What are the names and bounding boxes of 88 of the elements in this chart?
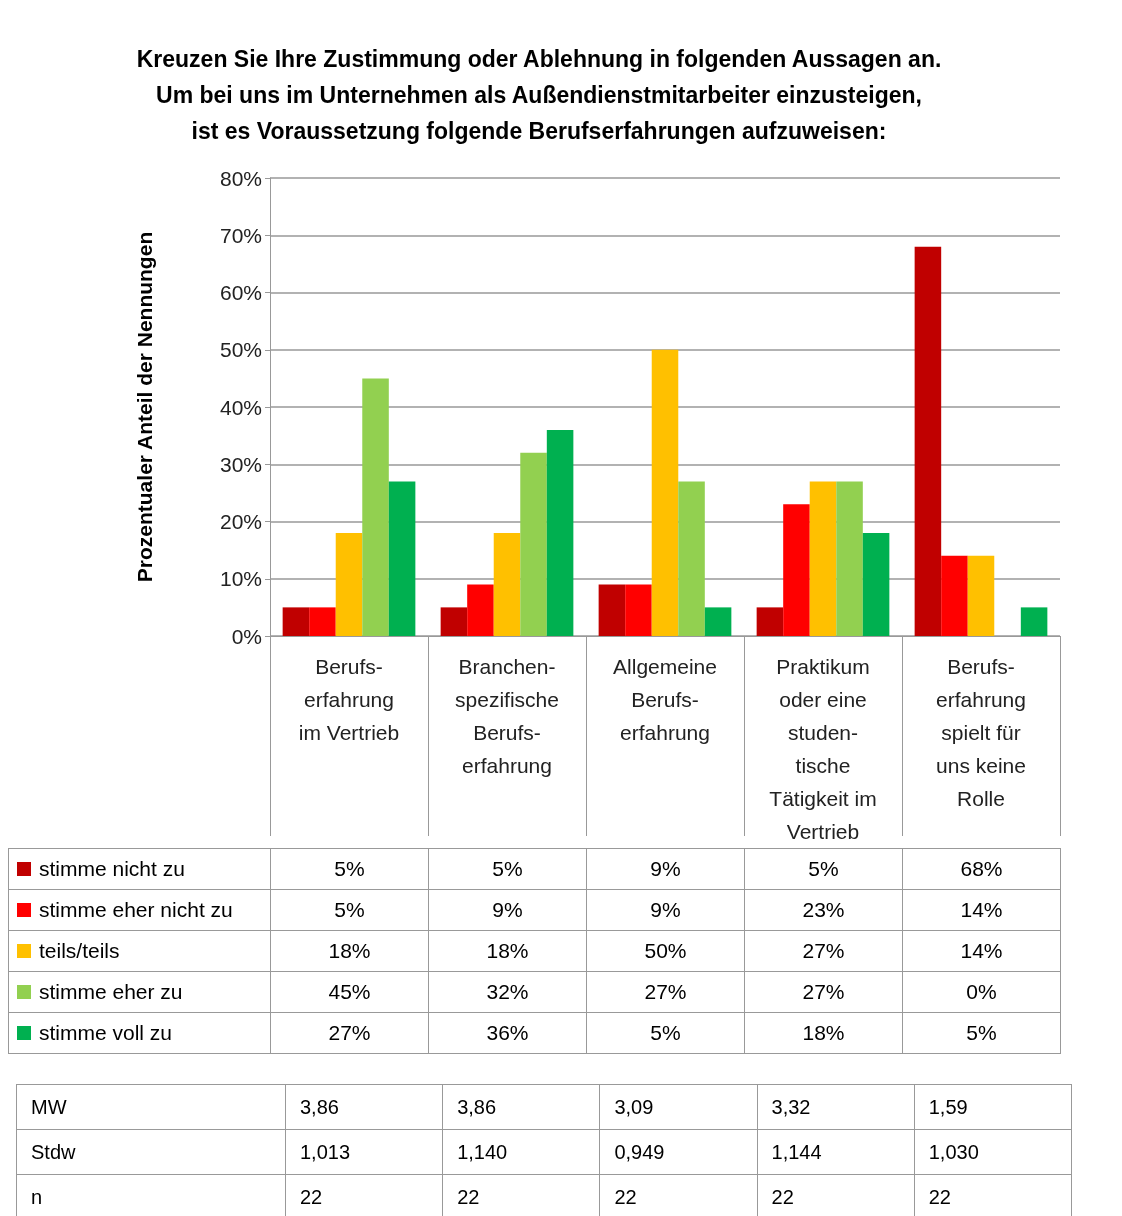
data-label: 23% xyxy=(744,889,903,931)
data-label: 45% xyxy=(270,971,429,1013)
bar xyxy=(335,532,363,636)
bar xyxy=(783,504,810,636)
text: 0,949 xyxy=(614,1140,665,1163)
bar xyxy=(493,532,521,636)
x-tick-label: Branchen- spezifische Berufs- erfahrung xyxy=(455,655,559,777)
data-label: 50% xyxy=(586,930,745,972)
y-tick-label: 70% xyxy=(219,223,262,247)
bar xyxy=(282,607,310,636)
y-tick-label: 30% xyxy=(219,452,262,476)
text: 22 xyxy=(771,1185,794,1208)
y-tick-label: 50% xyxy=(219,338,262,362)
text: 22 xyxy=(614,1185,637,1208)
bar xyxy=(836,481,863,636)
bar xyxy=(862,532,890,636)
x-tick-label: Berufs- erfahrung spielt für uns keine Rolle xyxy=(936,655,1026,810)
data-label: 0% xyxy=(902,971,1061,1013)
bar xyxy=(704,607,732,636)
bar xyxy=(941,555,968,636)
legend-label: stimme voll zu xyxy=(8,1012,271,1054)
legend-label: teils/teils xyxy=(8,930,271,972)
x-tick-label: Berufs- erfahrung im Vertrieb xyxy=(298,655,400,744)
bar xyxy=(388,481,416,636)
bar xyxy=(467,584,494,636)
x-tick-label: Praktikum oder eine studen- tische Tätigkeit im Vertrieb xyxy=(769,655,877,843)
data-label: 14% xyxy=(902,889,1061,931)
category-label: MW xyxy=(31,1095,67,1118)
data-label: 27% xyxy=(744,930,903,972)
y-tick-label: 20% xyxy=(219,510,262,533)
data-label: 9% xyxy=(586,889,745,931)
text: 3,86 xyxy=(457,1095,497,1118)
data-label: 9% xyxy=(428,889,587,931)
text: 3,09 xyxy=(614,1095,654,1118)
bar xyxy=(678,481,705,636)
bar xyxy=(625,584,652,636)
data-label: 68% xyxy=(902,848,1061,890)
data-label: 5% xyxy=(428,848,587,890)
data-label: 27% xyxy=(744,971,903,1013)
bar xyxy=(914,246,942,636)
bar xyxy=(598,584,626,636)
data-label: 27% xyxy=(586,971,745,1013)
bar xyxy=(651,349,679,636)
data-label: 9% xyxy=(586,848,745,890)
y-tick-label: 40% xyxy=(219,395,262,419)
data-label: 5% xyxy=(270,848,429,890)
legend-label: stimme nicht zu xyxy=(8,848,271,890)
bar xyxy=(967,555,995,636)
y-axis-title: Prozentualer Anteil der Nennungen xyxy=(133,231,156,583)
bar xyxy=(362,378,389,636)
text: 1,030 xyxy=(928,1140,979,1163)
text: 1,013 xyxy=(300,1140,351,1163)
y-tick-label: 60% xyxy=(219,281,262,304)
category-label: Stdw xyxy=(31,1140,76,1163)
data-label: 18% xyxy=(744,1012,903,1054)
chart-title: Kreuzen Sie Ihre Zustimmung oder Ablehnung in folgenden Aussagen an. Um bei uns im Unternehmen als Außendienstmitarbeiter einzusteigen, ist es Voraussetzung folgende Berufserfahrungen aufzuweisen: xyxy=(136,46,942,144)
text: 3,32 xyxy=(771,1095,811,1118)
text: 3,86 xyxy=(300,1095,339,1118)
legend-label: stimme eher zu xyxy=(8,971,271,1013)
bar xyxy=(809,481,837,636)
y-tick-label: 80% xyxy=(219,166,262,190)
text: 1,140 xyxy=(457,1140,508,1163)
text: 22 xyxy=(928,1185,951,1208)
text: 22 xyxy=(457,1185,480,1208)
text: 22 xyxy=(300,1185,323,1208)
data-label: 18% xyxy=(270,930,429,972)
bar xyxy=(546,429,574,636)
text: 1,144 xyxy=(771,1140,822,1163)
bar xyxy=(309,607,336,636)
data-label: 27% xyxy=(270,1012,429,1054)
y-tick-label: 10% xyxy=(219,567,262,591)
legend-label: stimme eher nicht zu xyxy=(8,889,271,931)
data-label: 14% xyxy=(902,930,1061,972)
data-label: 18% xyxy=(428,930,587,972)
data-label: 32% xyxy=(428,971,587,1013)
data-label: 5% xyxy=(902,1012,1061,1054)
bar xyxy=(1020,607,1048,636)
bar xyxy=(440,607,468,636)
category-label: n xyxy=(31,1185,43,1208)
bar xyxy=(520,452,547,636)
data-label: 5% xyxy=(744,848,903,890)
data-label: 36% xyxy=(428,1012,587,1054)
text: 1,59 xyxy=(928,1095,968,1118)
y-tick-label: 0% xyxy=(231,624,262,648)
bar xyxy=(756,607,784,636)
data-label: 5% xyxy=(586,1012,745,1054)
data-label: 5% xyxy=(270,889,429,931)
x-tick-label: Allgemeine Berufs- erfahrung xyxy=(613,655,717,744)
